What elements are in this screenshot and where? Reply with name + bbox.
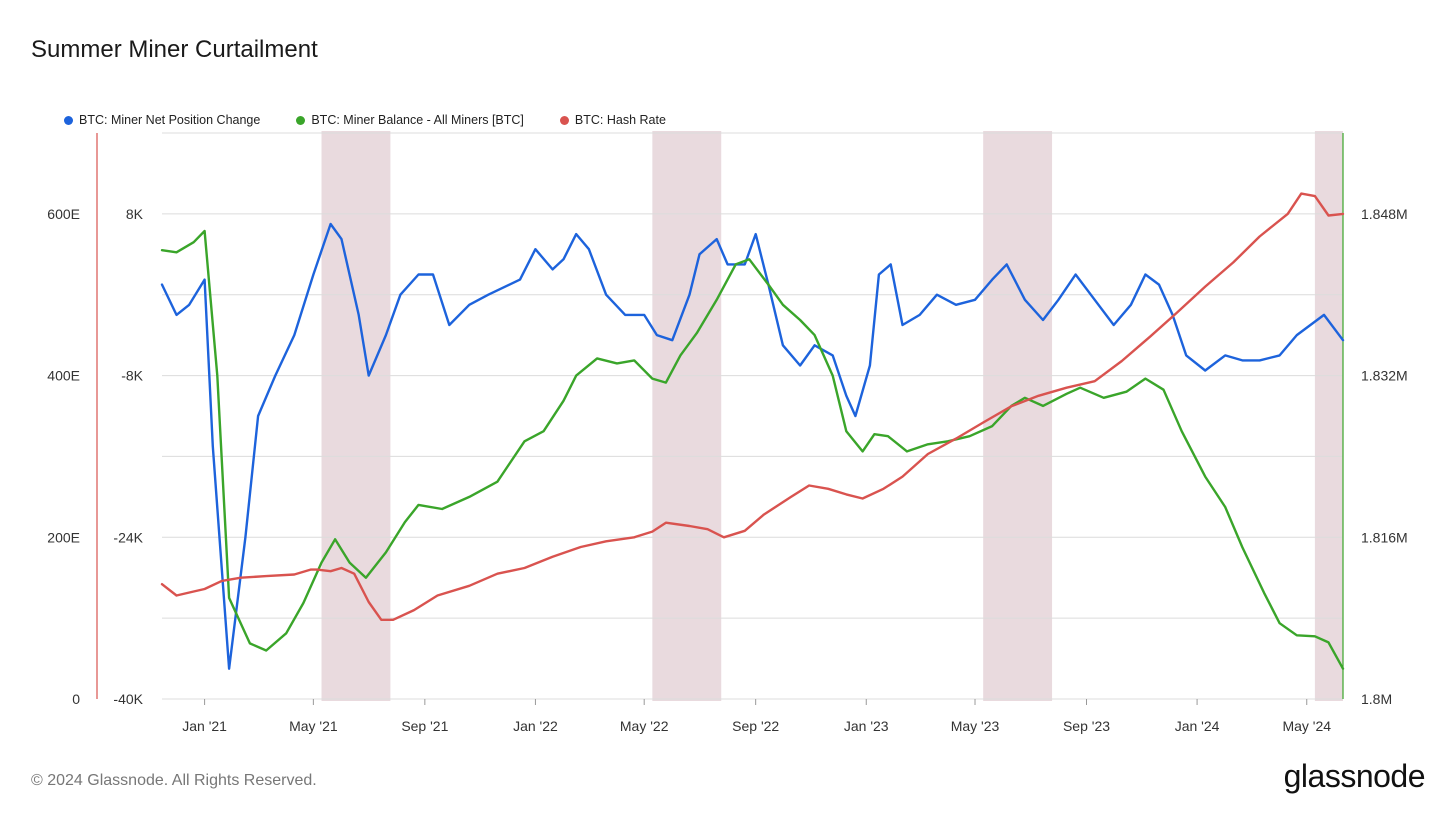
- x-tick-label: Sep '23: [1063, 718, 1110, 734]
- legend-item-net-position[interactable]: BTC: Miner Net Position Change: [64, 113, 260, 127]
- copyright-footer: © 2024 Glassnode. All Rights Reserved.: [31, 772, 317, 789]
- series-line-1: [160, 229, 1345, 670]
- miner-balance-tick-label: 1.832M: [1361, 368, 1408, 384]
- miner-balance-tick-label: 1.848M: [1361, 206, 1408, 222]
- x-tick-label: May '22: [620, 718, 669, 734]
- shaded-period-3: [1314, 131, 1343, 701]
- gridlines: [162, 132, 1343, 700]
- miner-balance-tick-label: 1.816M: [1361, 529, 1408, 545]
- x-tick-label: Sep '21: [401, 718, 448, 734]
- legend-label: BTC: Miner Balance - All Miners [BTC]: [311, 113, 524, 127]
- x-tick-label: May '24: [1282, 718, 1331, 734]
- shaded-period-0: [321, 131, 391, 701]
- x-tick-label: Jan '24: [1175, 718, 1220, 734]
- legend-item-miner-balance[interactable]: BTC: Miner Balance - All Miners [BTC]: [296, 113, 524, 127]
- net-position-tick-label: -40K: [113, 691, 143, 707]
- series-line-0: [160, 222, 1345, 670]
- x-tick-label: Sep '22: [732, 718, 779, 734]
- miner-balance-tick-label: 1.8M: [1361, 691, 1392, 707]
- hash-rate-tick-label: 400E: [47, 368, 80, 384]
- series-line-2: [160, 192, 1345, 621]
- x-tick-label: Jan '22: [513, 718, 558, 734]
- legend-item-hash-rate[interactable]: BTC: Hash Rate: [559, 113, 666, 127]
- legend-dot-green-icon: [296, 115, 306, 125]
- legend-label: BTC: Miner Net Position Change: [79, 113, 261, 127]
- chart-legend: BTC: Miner Net Position Change BTC: Mine…: [64, 113, 666, 127]
- x-tick-label: May '23: [951, 718, 1000, 734]
- shaded-regions: [321, 131, 1343, 701]
- hash-rate-tick-label: 600E: [47, 206, 80, 222]
- x-tick-label: Jan '23: [844, 718, 889, 734]
- hash-rate-tick-label: 200E: [47, 529, 80, 545]
- x-tick-label: May '21: [289, 718, 338, 734]
- legend-label: BTC: Hash Rate: [574, 113, 666, 127]
- glassnode-logo[interactable]: glassnode: [1283, 758, 1426, 794]
- net-position-tick-label: -8K: [121, 368, 143, 384]
- hash-rate-tick-label: 0: [72, 691, 80, 707]
- legend-dot-blue-icon: [64, 115, 73, 125]
- axes: [96, 133, 1344, 699]
- net-position-tick-label: -24K: [113, 529, 143, 545]
- series-lines: [160, 192, 1345, 670]
- legend-dot-red-icon: [559, 115, 569, 125]
- net-position-tick-label: 8K: [126, 206, 144, 222]
- tick-labels: Jan '21 May '21 Sep '21 Jan '22 May '22 Sep '…: [47, 206, 1407, 734]
- x-tick-label: Jan '21: [182, 718, 227, 734]
- page-title: Summer Miner Curtailment: [31, 36, 318, 63]
- shaded-period-1: [652, 131, 722, 701]
